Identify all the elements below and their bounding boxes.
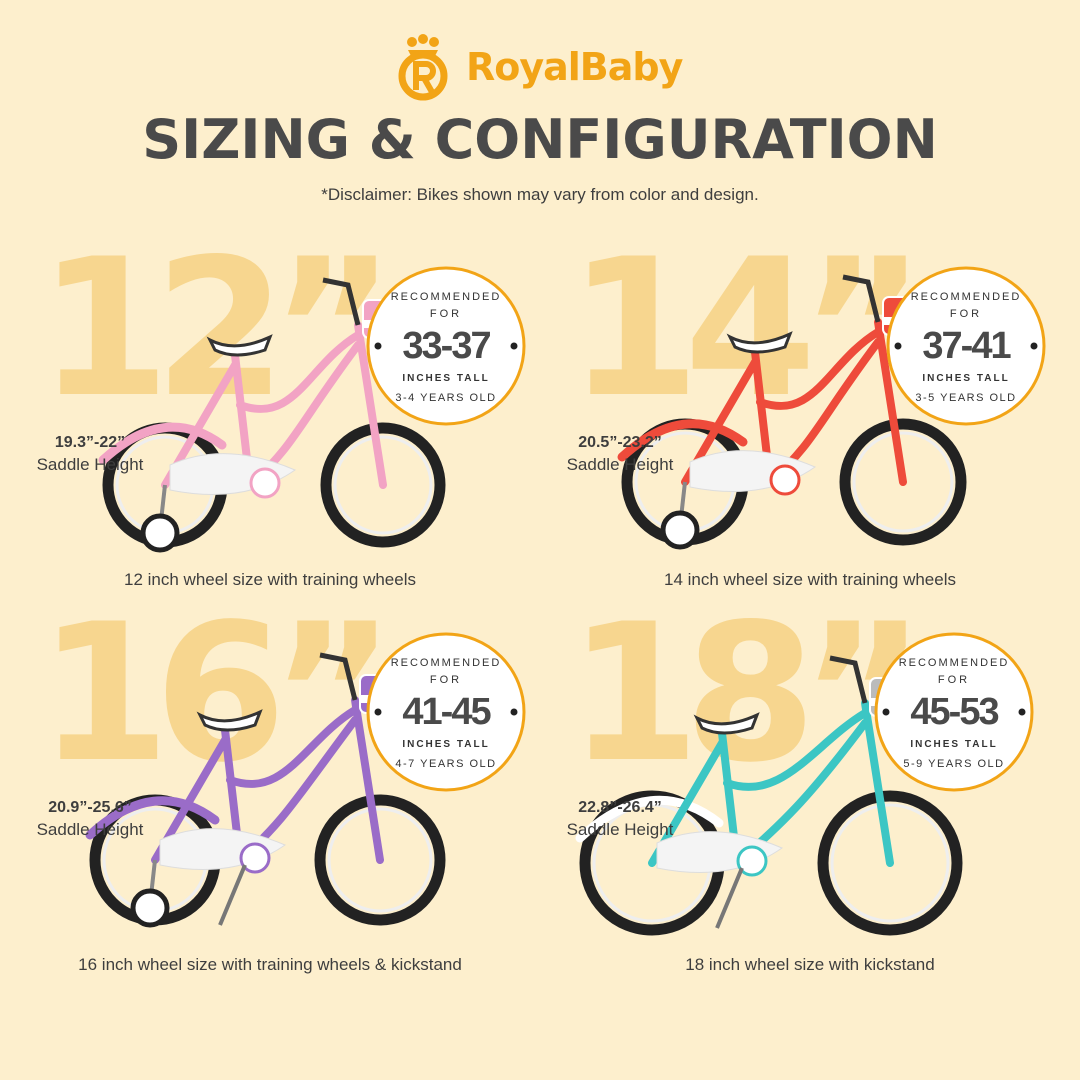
- badge-height-range: 37-41: [922, 325, 1011, 367]
- saddle-height-value: 20.9”-25.6”: [48, 799, 132, 816]
- saddle-height: 19.3”-22” Saddle Height: [20, 432, 160, 476]
- recommended-height-badge: RECOMMENDED FOR 41-45 INCHES TALL 4-7 YE…: [366, 632, 526, 792]
- badge-recommended: RECOMMENDED: [391, 657, 502, 669]
- badge-for: FOR: [938, 674, 970, 686]
- bike-image: [575, 655, 963, 936]
- saddle-height-label: Saddle Height: [36, 455, 144, 474]
- saddle-height-value: 19.3”-22”: [54, 434, 126, 451]
- kickstand: [715, 867, 744, 929]
- rear-fender: [575, 795, 724, 843]
- size-caption: 14 inch wheel size with training wheels: [664, 570, 956, 589]
- saddle-height-label: Saddle Height: [566, 455, 674, 474]
- badge-for: FOR: [430, 674, 462, 686]
- badge-height-range: 45-53: [910, 691, 998, 733]
- saddle-height-label: Saddle Height: [566, 820, 674, 839]
- size-section-3: 18” RECOMMENDED FOR 45-53 INCHES TALL 5-…: [540, 599, 1080, 975]
- badge-inches-tall: INCHES TALL: [402, 739, 489, 750]
- badge-inches-tall: INCHES TALL: [910, 739, 997, 750]
- saddle: [693, 712, 760, 735]
- rear-fender: [98, 422, 227, 465]
- size-caption: 12 inch wheel size with training wheels: [124, 570, 416, 589]
- kickstand: [218, 864, 247, 926]
- size-section-2: 16” RECOMMENDED FOR 41-45 INCHES TALL 4-…: [0, 599, 540, 975]
- badge-recommended: RECOMMENDED: [391, 291, 502, 303]
- brand-logo: RoyalBaby: [388, 32, 683, 102]
- badge-inches-tall: INCHES TALL: [922, 373, 1009, 384]
- badge-age: 3-5 YEARS OLD: [915, 392, 1016, 404]
- recommended-height-badge: RECOMMENDED FOR 45-53 INCHES TALL 5-9 YE…: [874, 632, 1034, 792]
- rear-fender: [85, 796, 220, 840]
- front-wheel: [839, 418, 967, 546]
- badge-height-range: 33-37: [402, 325, 490, 367]
- saddle: [726, 331, 793, 354]
- handlebar: [319, 652, 358, 701]
- disclaimer: *Disclaimer: Bikes shown may vary from c…: [321, 185, 759, 204]
- badge-age: 4-7 YEARS OLD: [395, 758, 496, 770]
- bike-image: [98, 277, 446, 553]
- page-title: SIZING & CONFIGURATION: [142, 108, 938, 171]
- size-section-0: 12” RECOMMENDED FOR 33-37 INCHES TALL 3-…: [0, 234, 540, 610]
- size-caption: 18 inch wheel size with kickstand: [685, 955, 935, 974]
- saddle-height: 20.5”-23.2” Saddle Height: [550, 432, 690, 476]
- saddle-height-value: 22.8”-26.4”: [578, 799, 662, 816]
- size-section-1: 14” RECOMMENDED FOR 37-41 INCHES TALL 3-…: [540, 234, 1080, 610]
- bike-frame: [161, 321, 387, 489]
- bike-frame: [151, 696, 384, 864]
- badge-recommended: RECOMMENDED: [899, 657, 1010, 669]
- front-wheel: [817, 790, 963, 936]
- brand-name: RoyalBaby: [466, 45, 683, 89]
- wheel-size-number: 18”: [568, 583, 925, 804]
- front-wheel: [320, 422, 446, 548]
- badge-age: 5-9 YEARS OLD: [903, 758, 1004, 770]
- saddle: [206, 334, 273, 357]
- front-wheel: [314, 794, 446, 926]
- saddle-height-value: 20.5”-23.2”: [578, 434, 662, 451]
- badge-for: FOR: [950, 308, 982, 320]
- saddle: [196, 709, 263, 732]
- badge-for: FOR: [430, 308, 462, 320]
- bike-image: [617, 274, 967, 550]
- badge-age: 3-4 YEARS OLD: [395, 392, 496, 404]
- training-wheel: [130, 859, 170, 928]
- badge-inches-tall: INCHES TALL: [402, 373, 489, 384]
- badge-recommended: RECOMMENDED: [911, 291, 1022, 303]
- saddle-height: 22.8”-26.4” Saddle Height: [550, 797, 690, 841]
- crown-r-logo-icon: [398, 34, 448, 101]
- size-caption: 16 inch wheel size with training wheels …: [78, 955, 462, 974]
- handlebar: [842, 274, 881, 323]
- recommended-height-badge: RECOMMENDED FOR 33-37 INCHES TALL 3-4 YE…: [366, 266, 526, 426]
- wheel-size-number: 14”: [568, 218, 925, 439]
- saddle-height: 20.9”-25.6” Saddle Height: [20, 797, 160, 841]
- bike-frame: [681, 318, 907, 486]
- handlebar: [829, 655, 868, 704]
- training-wheel: [140, 484, 180, 553]
- handlebar: [322, 277, 361, 326]
- rear-fender: [617, 419, 748, 462]
- bike-frame: [648, 699, 894, 867]
- saddle-height-label: Saddle Height: [36, 820, 144, 839]
- badge-height-range: 41-45: [402, 691, 491, 733]
- recommended-height-badge: RECOMMENDED FOR 37-41 INCHES TALL 3-5 YE…: [886, 266, 1046, 426]
- training-wheel: [660, 481, 700, 550]
